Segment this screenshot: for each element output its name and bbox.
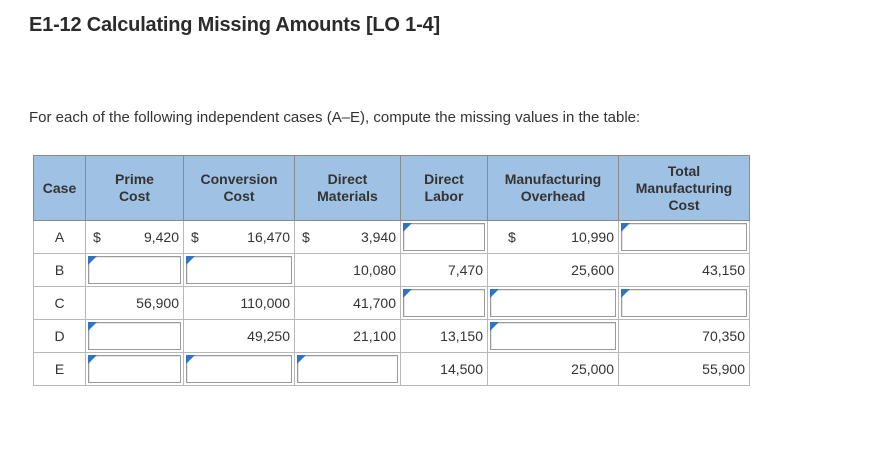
input-d-manufacturing-overhead[interactable] (490, 322, 616, 350)
header-total-manufacturing-cost: Total Manufacturing Cost (618, 155, 750, 221)
cell-d-manufacturing-overhead (487, 319, 619, 353)
instructions-text: For each of the following independent ca… (29, 109, 641, 126)
value-b-total-manufacturing-cost: 43,150 (702, 262, 745, 278)
input-e-prime-cost[interactable] (88, 355, 181, 383)
value-d-direct-materials: 21,100 (353, 328, 396, 344)
value-b-manufacturing-overhead: 25,600 (571, 262, 614, 278)
cell-b-prime-cost (85, 253, 184, 287)
cell-a-conversion-cost: $16,470 (183, 220, 295, 254)
page-title: E1-12 Calculating Missing Amounts [LO 1-… (29, 14, 440, 36)
value-d-direct-labor: 13,150 (440, 328, 483, 344)
value-c-conversion-cost: 110,000 (240, 295, 290, 311)
cell-b-conversion-cost (183, 253, 295, 287)
header-row: Case Prime Cost Conversion Cost Direct Mate… (33, 155, 750, 221)
header-prime-cost: Prime Cost (85, 155, 184, 221)
cell-a-prime-cost: $9,420 (85, 220, 184, 254)
value-a-prime-cost: 9,420 (143, 229, 179, 245)
input-c-direct-labor[interactable] (403, 289, 485, 317)
cell-e-total-manufacturing-cost: 55,900 (618, 352, 750, 386)
header-direct-materials: Direct Materials (294, 155, 401, 221)
cell-e-direct-labor: 14,500 (400, 352, 488, 386)
header-case: Case (33, 155, 86, 221)
case-label: C (33, 286, 86, 320)
value-b-direct-materials: 10,080 (353, 262, 396, 278)
header-conversion-cost: Conversion Cost (183, 155, 295, 221)
cell-b-direct-labor: 7,470 (400, 253, 488, 287)
cell-c-total-manufacturing-cost (618, 286, 750, 320)
value-a-manufacturing-overhead: 10,990 (571, 229, 614, 245)
value-a-conversion-cost: 16,470 (247, 229, 290, 245)
value-a-direct-materials: 3,940 (360, 229, 396, 245)
cell-d-direct-labor: 13,150 (400, 319, 488, 353)
input-d-prime-cost[interactable] (88, 322, 181, 350)
currency-symbol: $ (302, 229, 310, 245)
cell-a-total-manufacturing-cost (618, 220, 750, 254)
table-row-b: B 10,080 7,470 25,600 43,150 (33, 253, 750, 287)
input-b-prime-cost[interactable] (88, 256, 181, 284)
cell-e-conversion-cost (183, 352, 295, 386)
cell-a-direct-materials: $3,940 (294, 220, 401, 254)
case-label: A (33, 220, 86, 254)
value-e-total-manufacturing-cost: 55,900 (702, 361, 745, 377)
cell-c-manufacturing-overhead (487, 286, 619, 320)
table-row-c: C 56,900 110,000 41,700 (33, 286, 750, 320)
cell-e-prime-cost (85, 352, 184, 386)
cell-d-conversion-cost: 49,250 (183, 319, 295, 353)
input-a-total-manufacturing-cost[interactable] (621, 223, 747, 251)
cell-b-direct-materials: 10,080 (294, 253, 401, 287)
input-e-direct-materials[interactable] (297, 355, 398, 383)
cell-d-total-manufacturing-cost: 70,350 (618, 319, 750, 353)
cell-e-direct-materials (294, 352, 401, 386)
cell-d-direct-materials: 21,100 (294, 319, 401, 353)
case-label: D (33, 319, 86, 353)
value-b-direct-labor: 7,470 (447, 262, 483, 278)
header-direct-labor: Direct Labor (400, 155, 488, 221)
cell-a-manufacturing-overhead: $10,990 (487, 220, 619, 254)
value-e-direct-labor: 14,500 (440, 361, 483, 377)
cell-b-total-manufacturing-cost: 43,150 (618, 253, 750, 287)
input-e-conversion-cost[interactable] (186, 355, 292, 383)
table-row-e: E 14,500 25,000 55,900 (33, 352, 750, 386)
value-d-conversion-cost: 49,250 (247, 328, 290, 344)
cell-b-manufacturing-overhead: 25,600 (487, 253, 619, 287)
input-a-direct-labor[interactable] (403, 223, 485, 251)
value-c-direct-materials: 41,700 (353, 295, 396, 311)
cell-c-prime-cost: 56,900 (85, 286, 184, 320)
cell-a-direct-labor (400, 220, 488, 254)
case-label: B (33, 253, 86, 287)
cell-c-conversion-cost: 110,000 (183, 286, 295, 320)
cell-e-manufacturing-overhead: 25,000 (487, 352, 619, 386)
table-row-a: A $9,420 $16,470 $3,940 $10,990 (33, 220, 750, 254)
currency-symbol: $ (191, 229, 199, 245)
table-row-d: D 49,250 21,100 13,150 70,350 (33, 319, 750, 353)
input-b-conversion-cost[interactable] (186, 256, 292, 284)
cell-c-direct-materials: 41,700 (294, 286, 401, 320)
cell-c-direct-labor (400, 286, 488, 320)
case-label: E (33, 352, 86, 386)
currency-symbol: $ (508, 229, 516, 245)
value-d-total-manufacturing-cost: 70,350 (702, 328, 745, 344)
value-e-manufacturing-overhead: 25,000 (571, 361, 614, 377)
value-c-prime-cost: 56,900 (136, 295, 179, 311)
cell-d-prime-cost (85, 319, 184, 353)
header-manufacturing-overhead: Manufacturing Overhead (487, 155, 619, 221)
currency-symbol: $ (93, 229, 101, 245)
input-c-manufacturing-overhead[interactable] (490, 289, 616, 317)
input-c-total-manufacturing-cost[interactable] (621, 289, 747, 317)
missing-amounts-table: Case Prime Cost Conversion Cost Direct Mate… (33, 155, 750, 386)
